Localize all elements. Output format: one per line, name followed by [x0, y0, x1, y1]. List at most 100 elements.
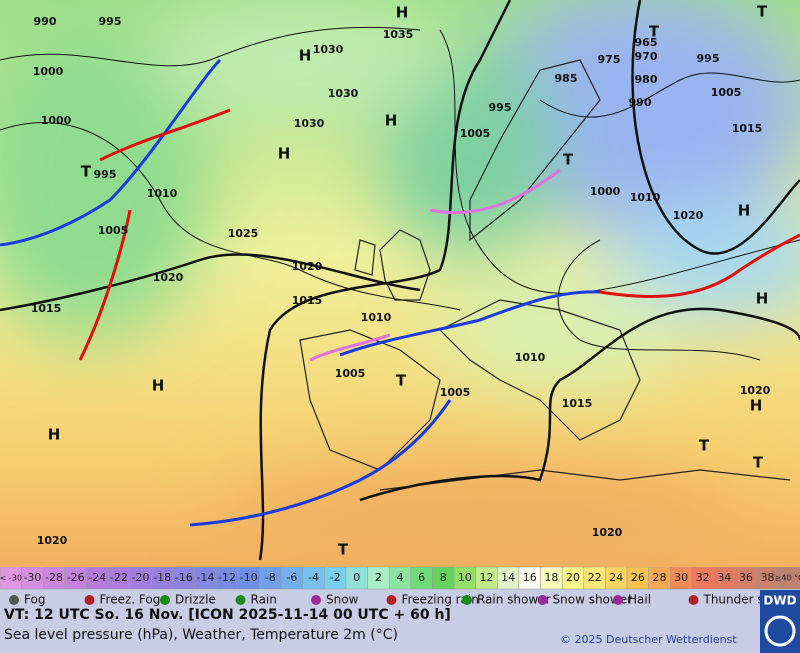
isobar-label: 1025 — [228, 227, 259, 240]
scale-label: -28 — [45, 571, 63, 584]
isobar-label: 995 — [94, 168, 117, 181]
isobar-label: 995 — [99, 15, 122, 28]
legend: < -30 -30 -28 -26 -24 -22 -20 -18 -16 -14 -12 -10 -8… — [0, 567, 800, 653]
scale-label: 28 — [652, 571, 666, 584]
scale-label: 0 — [353, 571, 360, 584]
land-outlines — [299, 59, 791, 491]
isobar-label: 1020 — [592, 526, 623, 539]
isobar-label: 1020 — [37, 534, 68, 547]
scale-label: -2 — [330, 571, 341, 584]
pressure-center: T — [649, 23, 660, 41]
scale-label: 38 — [761, 571, 775, 584]
weather-map: 990 995 1000 1000 995 1010 1005 1020 1015 1025 102… — [0, 0, 800, 567]
isobar-label: 1015 — [292, 294, 323, 307]
weather-label: Fog — [24, 593, 45, 607]
isobar-label: 1030 — [294, 117, 325, 130]
scale-label: -18 — [153, 571, 171, 584]
scale-label: 4 — [397, 571, 404, 584]
temperature-scale: < -30 -30 -28 -26 -24 -22 -20 -18 -16 -14 -12 -10 -8… — [0, 567, 800, 590]
weather-symbol — [84, 595, 95, 605]
isobar-label: 1000 — [33, 65, 64, 78]
weather-symbol — [311, 595, 321, 605]
scale-label: -6 — [286, 571, 297, 584]
weather-label: Freez. Fog — [100, 593, 161, 607]
isobar-label: 1005 — [335, 367, 366, 380]
pressure-center: H — [152, 377, 165, 395]
scale-label: 26 — [631, 571, 645, 584]
scale-label: -24 — [88, 571, 106, 584]
isobar-label: 1020 — [153, 271, 184, 284]
isobar-label: 1030 — [328, 87, 359, 100]
scale-label: 12 — [479, 571, 493, 584]
scale-label: 20 — [566, 571, 580, 584]
weather-symbol — [235, 595, 246, 605]
isobar-label: 975 — [598, 53, 621, 66]
isobar-label: 990 — [629, 96, 652, 109]
pressure-center: H — [385, 112, 398, 130]
scale-label: 32 — [696, 571, 710, 584]
temperature-regions — [0, 0, 800, 567]
pressure-center: T — [699, 437, 710, 455]
map-labels: 990 995 1000 1000 995 1010 1005 1020 1015 1025 102… — [31, 3, 771, 559]
isobar-label: 990 — [34, 15, 57, 28]
isobar-label: 1020 — [740, 384, 771, 397]
weather-symbol — [462, 595, 472, 605]
fronts — [0, 58, 800, 527]
scale-label: -10 — [240, 571, 258, 584]
pressure-center: H — [396, 4, 409, 22]
isobar-label: 985 — [555, 72, 578, 85]
logo: DWD — [763, 594, 796, 608]
scale-label: -20 — [132, 571, 150, 584]
isobar-label: 980 — [635, 73, 658, 86]
scale-label: -12 — [218, 571, 236, 584]
pressure-center: T — [338, 541, 349, 559]
pressure-center: T — [753, 454, 764, 472]
scale-label: 24 — [609, 571, 623, 584]
weather-label: Drizzle — [175, 593, 216, 607]
isobar-label: 970 — [635, 50, 658, 63]
isobar-label: 1000 — [41, 114, 72, 127]
scale-label: 30 — [674, 571, 688, 584]
pressure-center: H — [750, 397, 763, 415]
isobar-label: 1010 — [515, 351, 546, 364]
isobar-label: 1010 — [630, 191, 661, 204]
weather-label: Freezing rain — [402, 593, 479, 607]
scale-label: 22 — [588, 571, 602, 584]
isobar-label: 995 — [697, 52, 720, 65]
isobar-label: 1020 — [292, 260, 323, 273]
scale-label: 16 — [523, 571, 537, 584]
pressure-center: T — [81, 163, 92, 181]
isobar-label: 1015 — [732, 122, 763, 135]
scale-label: -30 — [23, 571, 41, 584]
scale-label: -26 — [67, 571, 85, 584]
pressure-center: H — [48, 426, 61, 444]
scale-label: 2 — [375, 571, 382, 584]
weather-symbol — [160, 595, 170, 605]
scale-label: 8 — [440, 571, 447, 584]
pressure-center: H — [738, 202, 751, 220]
pressure-center: H — [756, 290, 769, 308]
pressure-center: H — [278, 145, 291, 163]
pressure-center: H — [299, 47, 312, 65]
isobar-label: 1005 — [440, 386, 471, 399]
isobar-label: 995 — [489, 101, 512, 114]
scale-label: 6 — [418, 571, 425, 584]
weather-label: Hail — [628, 593, 651, 607]
isobar-label: 1020 — [673, 209, 704, 222]
weather-symbol — [386, 595, 397, 605]
isobar-label: 1015 — [562, 397, 593, 410]
isobar-label: 1000 — [590, 185, 621, 198]
pressure-center: T — [396, 372, 407, 390]
isobar-label: 1015 — [31, 302, 62, 315]
isobar-label: 1005 — [98, 224, 129, 237]
isobar-label: 1005 — [460, 127, 491, 140]
isobar-label: 1010 — [361, 311, 392, 324]
isobar-label: 965 — [635, 36, 658, 49]
scale-label: 36 — [739, 571, 753, 584]
weather-symbol — [9, 595, 19, 605]
weather-label: Snow — [326, 593, 359, 607]
scale-label: -16 — [175, 571, 193, 584]
isobar-label: 1010 — [147, 187, 178, 200]
weather-symbol — [537, 595, 548, 605]
